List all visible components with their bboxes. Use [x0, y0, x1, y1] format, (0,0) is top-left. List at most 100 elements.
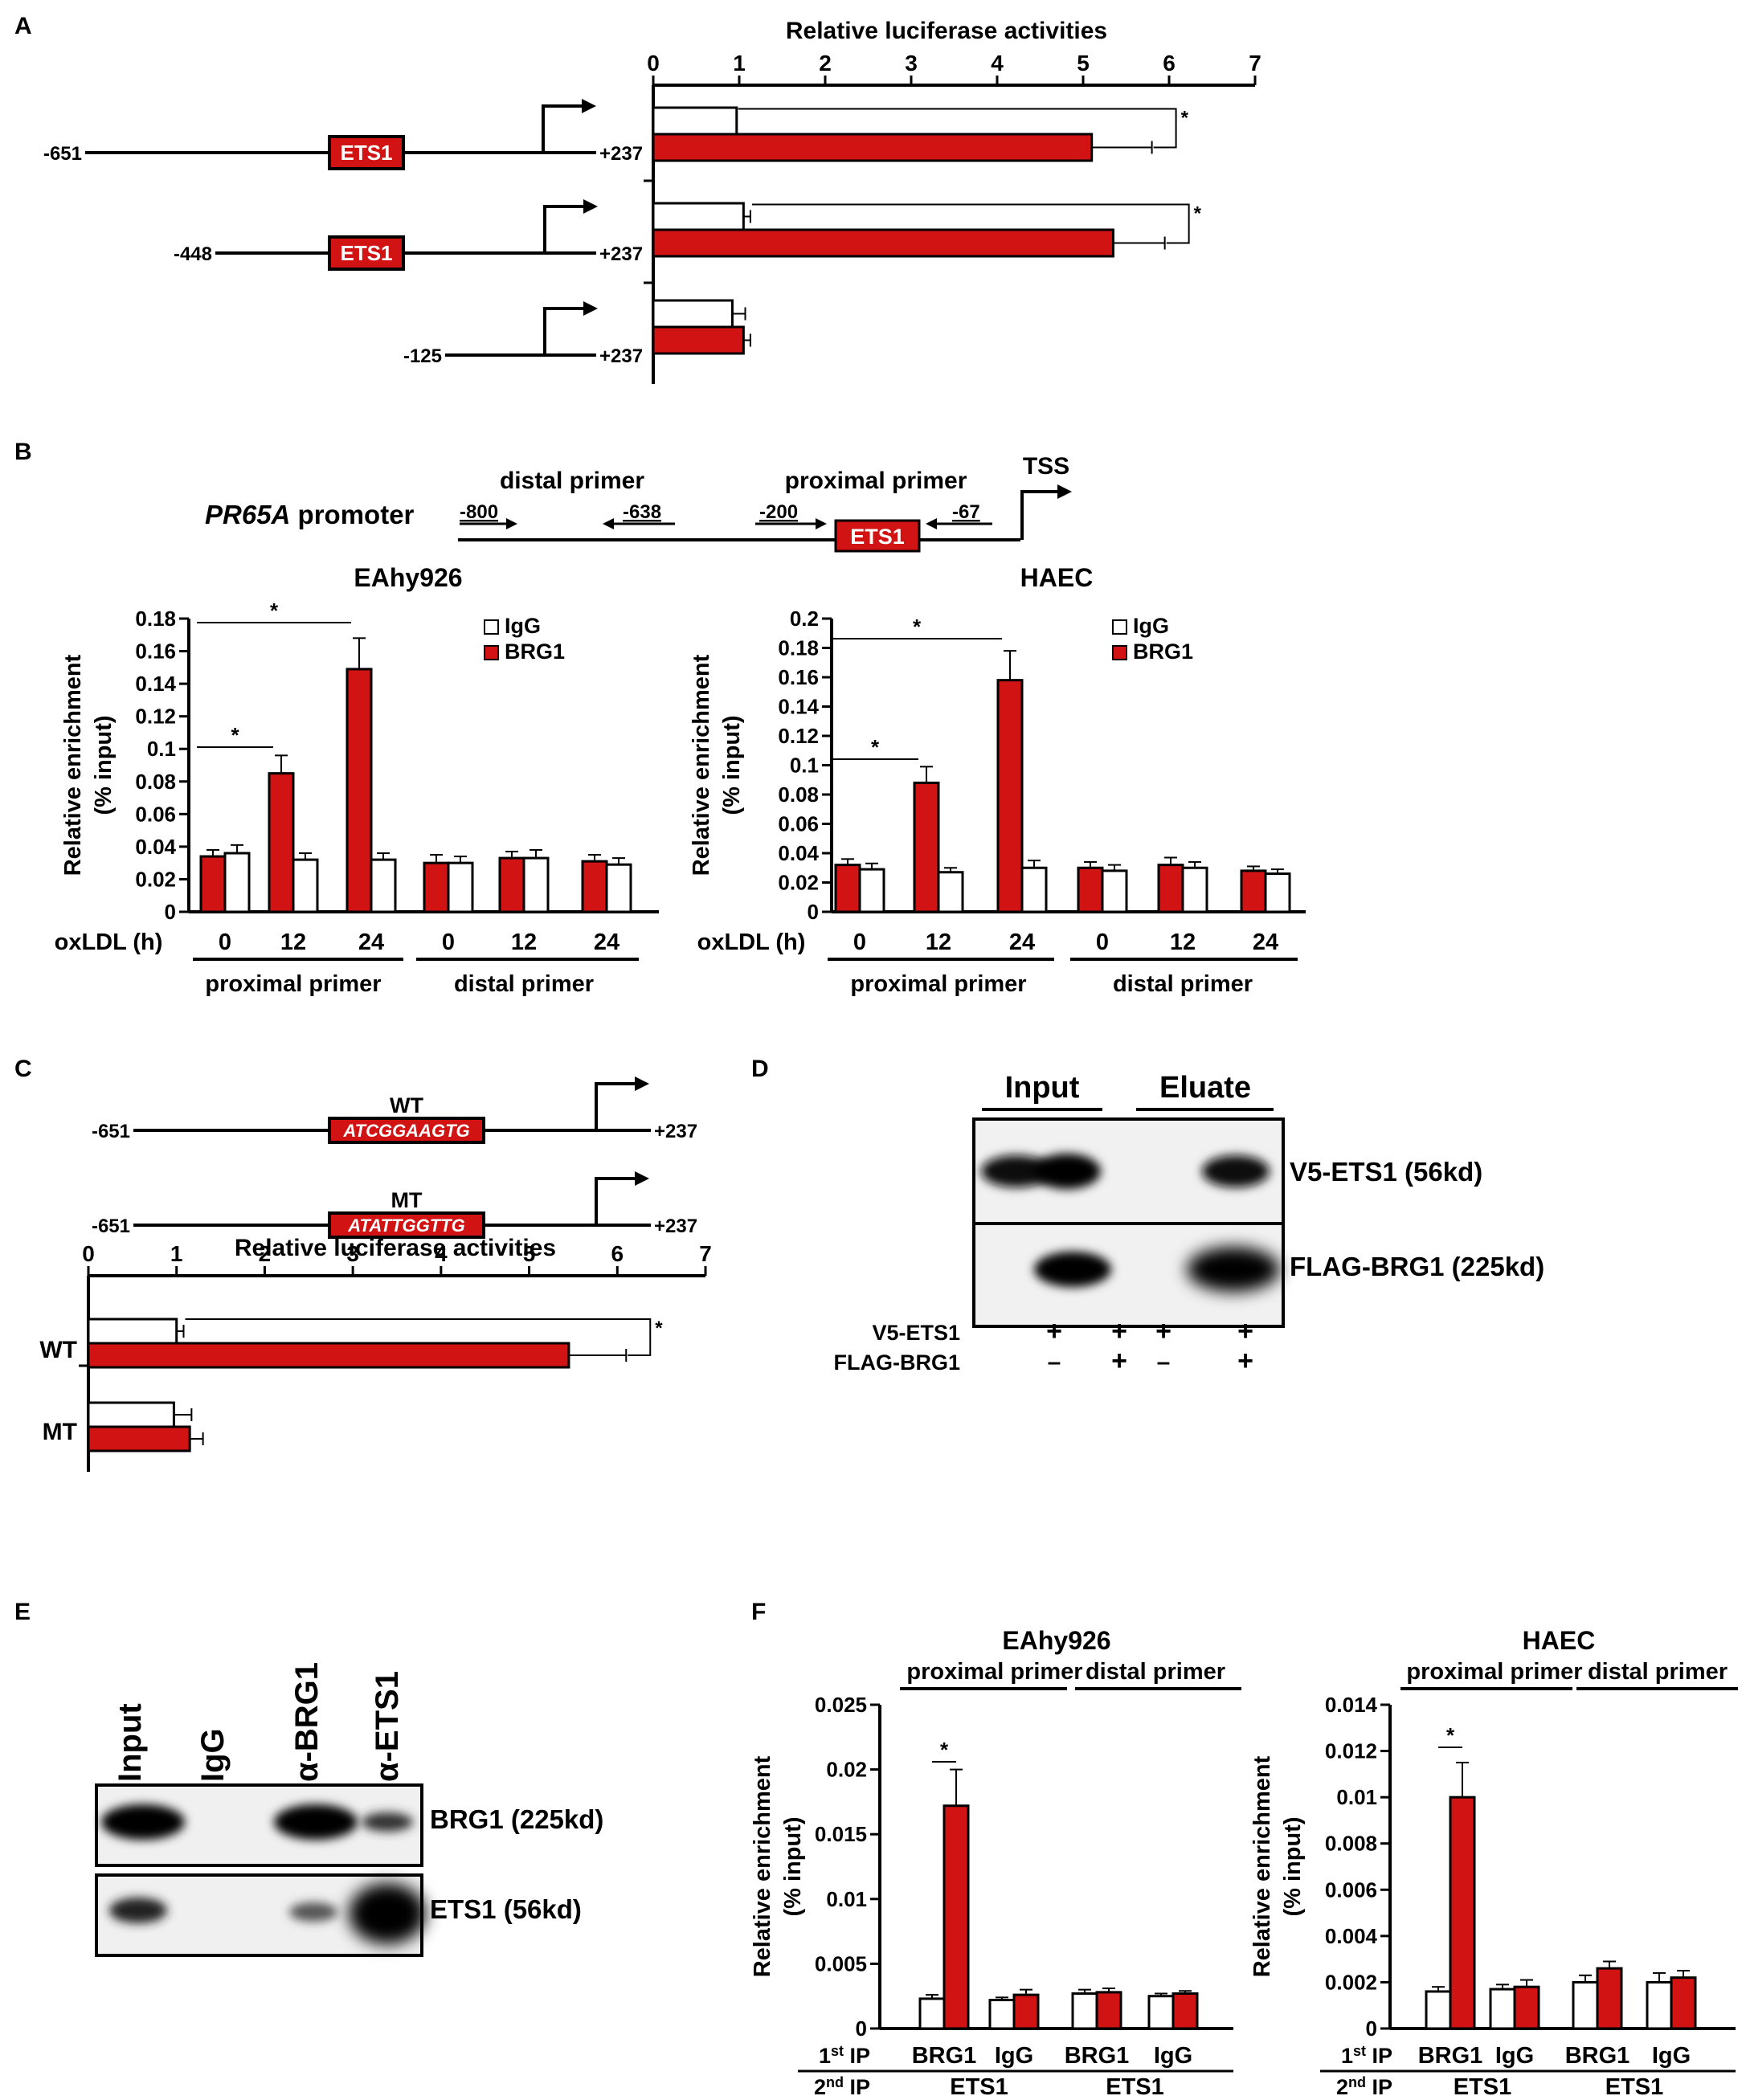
bar-white [1572, 1980, 1599, 2030]
legend-label: BRG1 [505, 639, 565, 664]
tss-arrowhead [635, 1077, 649, 1091]
legend-label: IgG [505, 614, 541, 638]
y-tick-label: 0.12 [778, 724, 819, 748]
significance-star: * [270, 599, 279, 623]
bar-red [87, 1342, 570, 1369]
x-tick-label: 3 [346, 1241, 359, 1266]
blot-v5-ets1 [972, 1117, 1285, 1225]
x-tick-label: 4 [991, 51, 1004, 76]
lane-label-input: Input [112, 1703, 148, 1782]
x-tick-label: 1 [733, 51, 746, 76]
row-label-v5-ets1: V5-ETS1 [872, 1321, 960, 1345]
y-tick-label: 0.008 [1325, 1832, 1377, 1856]
significance-star: * [871, 735, 880, 759]
panel-c-constructs: WT -651 +237 ATCGGAAGTG MT -651 +237 ATATTGGTTG [92, 1077, 697, 1239]
plus-sign: + [1155, 1316, 1171, 1346]
y-tick-label: 0.02 [135, 867, 176, 891]
group-label: distal primer [1588, 1659, 1728, 1685]
first-ip-value: IgG [1495, 2043, 1534, 2069]
first-ip-sup: st [1353, 2043, 1366, 2059]
bar-red [498, 856, 525, 913]
panel-a: A -651 +237 ETS1 -448 +237 ETS1 -125 +237 Relat… [14, 13, 1261, 384]
x-tick-label: 2 [259, 1241, 272, 1266]
group-label: proximal primer [1406, 1659, 1582, 1685]
pos-m67: -67 [952, 501, 980, 523]
ets1-box [328, 135, 405, 170]
first-ip-value: BRG1 [912, 2043, 977, 2069]
x-tick-label: 24 [1253, 929, 1278, 955]
legend-label: IgG [1133, 614, 1169, 638]
y-tick-label: 0.14 [778, 695, 819, 719]
bar-red [834, 864, 861, 913]
distal-primer-label: distal primer [500, 468, 644, 494]
y-tick-label: 0.04 [135, 835, 176, 859]
y-tick-label: 0.025 [815, 1693, 867, 1717]
bar-red [913, 781, 940, 913]
promoter-gene-name: PR65A [205, 500, 290, 529]
bar-white [1147, 1995, 1175, 2030]
panel-b: B PR65A promoter distal primer proximal … [14, 439, 1306, 997]
category-label: WT [39, 1337, 77, 1363]
y-tick-label: 0.014 [1325, 1693, 1378, 1717]
first-ip-value: BRG1 [1065, 2043, 1130, 2069]
bar-white [87, 1401, 175, 1428]
x-tick-label: 12 [280, 929, 306, 955]
y-tick-label: 0 [856, 2016, 867, 2041]
x-tick-label: 24 [1009, 929, 1035, 955]
y-tick-label: 0 [808, 900, 819, 924]
x-axis-title: oxLDL (h) [55, 929, 163, 955]
significance-star: * [913, 615, 922, 639]
bar-white [447, 861, 474, 913]
blot-brg1 [95, 1783, 423, 1867]
pos-m200: -200 [759, 501, 798, 523]
blot-band [109, 1898, 167, 1923]
second-ip-text: IP [1366, 2075, 1392, 2099]
distal-reverse-arrowhead [603, 518, 614, 529]
first-ip-text: IP [1366, 2044, 1392, 2068]
ets1-box-label: ETS1 [340, 241, 392, 265]
tss-arrow [1020, 490, 1061, 540]
bar-white [522, 856, 550, 913]
second-ip-sup: nd [1348, 2074, 1366, 2090]
bar-red [581, 860, 608, 913]
tss-arrowhead [582, 99, 596, 113]
bar-white [87, 1318, 178, 1345]
group-label: proximal primer [205, 971, 381, 997]
y-tick-label: 0.14 [135, 672, 176, 696]
x-tick-label: 0 [442, 929, 455, 955]
group-label: distal primer [454, 971, 594, 997]
bar-white [370, 858, 397, 913]
blot-band [362, 1812, 413, 1832]
group-label: proximal primer [906, 1659, 1082, 1685]
bar-red [1077, 866, 1104, 913]
plus-sign: + [1237, 1316, 1253, 1346]
panel-c: C WT -651 +237 ATCGGAAGTG MT -651 +237 ATATTGGT… [14, 1056, 712, 1472]
second-ip-label: 2nd IP [814, 2074, 870, 2099]
y-axis-label-line1: Relative enrichment [689, 654, 714, 876]
y-tick-label: 0.006 [1325, 1877, 1377, 1902]
first-ip-text: IP [844, 2044, 870, 2068]
bar-red [423, 861, 450, 913]
chart-title: EAhy926 [354, 563, 462, 592]
y-axis-label-line2: (% input) [1280, 1816, 1306, 1916]
y-tick-label: 0.012 [1325, 1739, 1377, 1763]
y-tick-label: 0.04 [778, 841, 819, 865]
blot-band [1034, 1252, 1111, 1287]
x-tick-label: 0 [853, 929, 866, 955]
first-ip-label: 1st IP [1341, 2043, 1392, 2068]
blot-band [349, 1883, 426, 1944]
y-axis-label-line2: (% input) [780, 1816, 806, 1916]
blot-flag-brg1 [972, 1222, 1285, 1328]
bar-white [858, 868, 885, 913]
x-tick-label: 6 [1163, 51, 1176, 76]
ets1-site-sequence: ATATTGGTTG [347, 1215, 464, 1236]
construct-start-label: -448 [174, 243, 212, 265]
construct-name: MT [391, 1188, 423, 1212]
bar-white [1101, 869, 1128, 913]
significance-bracket [751, 203, 1190, 244]
second-ip-sup: nd [826, 2074, 844, 2090]
tss-arrowhead [1057, 484, 1072, 499]
blot-band [289, 1902, 337, 1922]
panel-a-chart: Relative luciferase activities 0 1 2 3 4 5 6 7 * * [644, 18, 1261, 384]
proximal-reverse-arrowhead [926, 518, 937, 529]
